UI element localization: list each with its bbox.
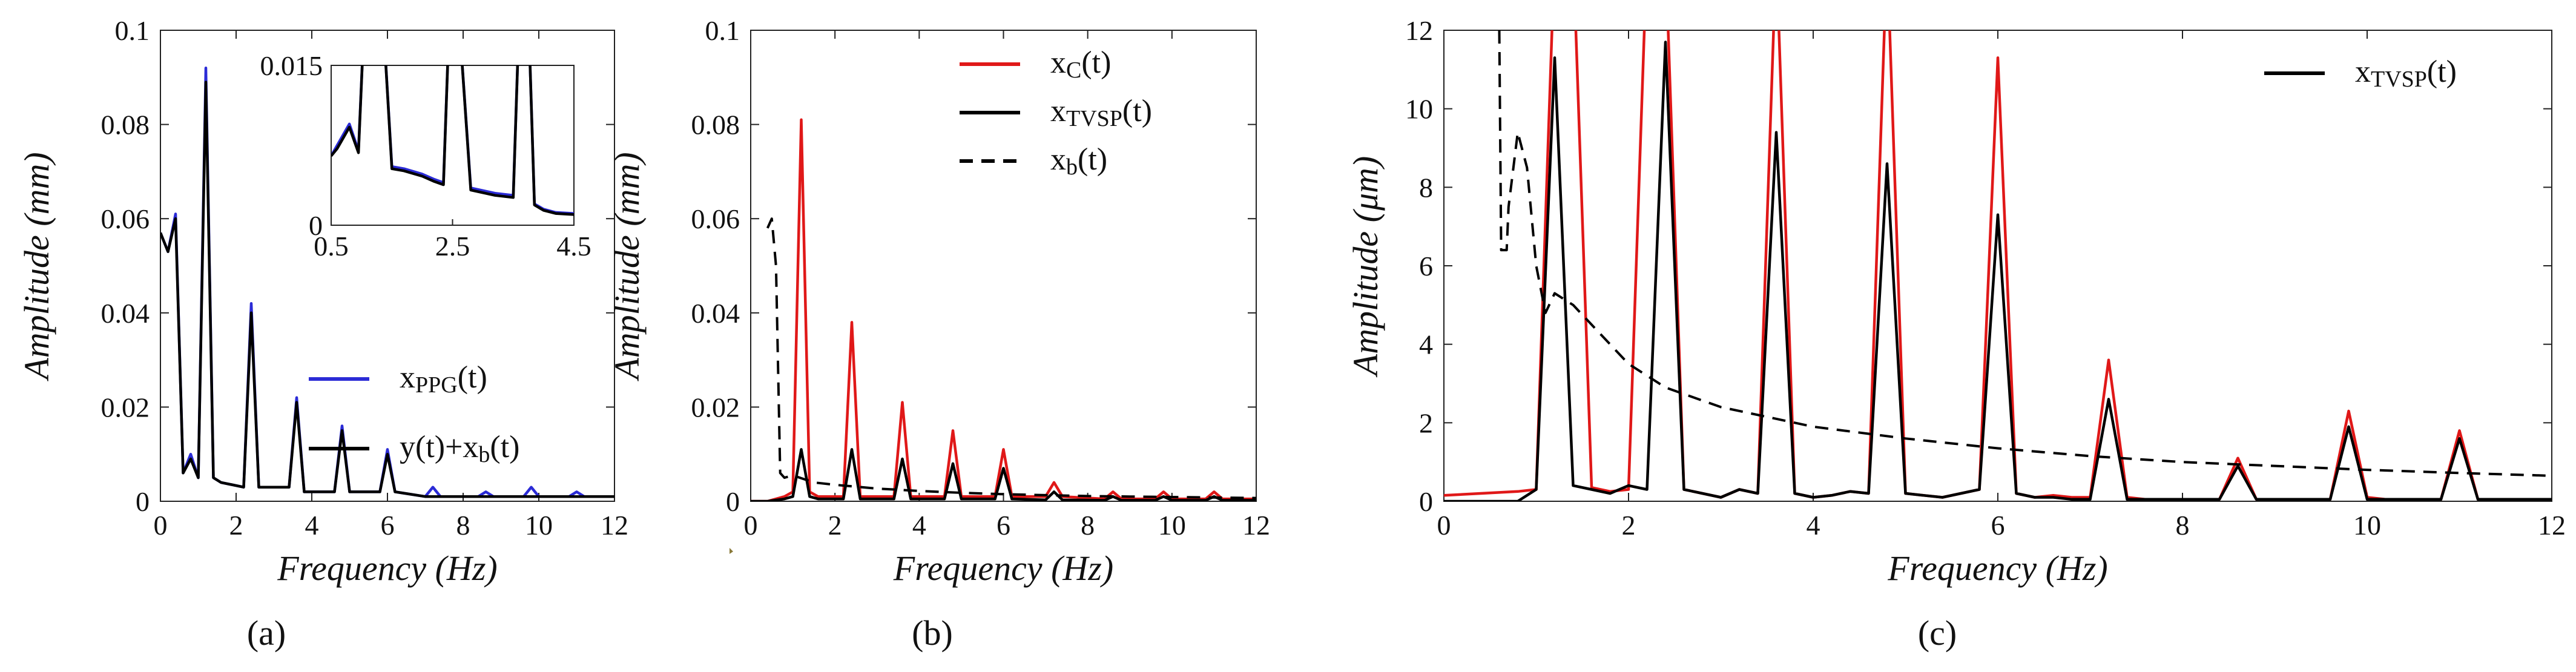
y-tick-label-a-4: 0.08 bbox=[101, 110, 150, 140]
y-tick-label-a-2: 0.04 bbox=[101, 298, 150, 329]
x-tick-label-c-4: 8 bbox=[2176, 510, 2190, 541]
x-tick-label-b-0: 0 bbox=[744, 510, 758, 541]
x-tick-label-a-6: 12 bbox=[601, 510, 628, 541]
x-tick-label-a-3: 6 bbox=[381, 510, 395, 541]
plot-frame-c bbox=[1443, 30, 2552, 502]
inset-x-tick-label-1: 2.5 bbox=[435, 231, 470, 262]
x-tick-label-b-2: 4 bbox=[912, 510, 926, 541]
series-line-c-1 bbox=[1444, 41, 2552, 501]
chart-a: 0 2 4 6 8 10 12 0 0.02 0.04 0.06 0.08 0.1 Frequency (… bbox=[17, 15, 628, 653]
y-axis-label-c: Amplitude (μm) bbox=[1346, 156, 1385, 378]
panel-label-a: (a) bbox=[247, 613, 286, 653]
x-tick-label-a-0: 0 bbox=[154, 510, 168, 541]
series-line-b-0 bbox=[751, 118, 1256, 501]
x-tick-label-c-5: 10 bbox=[2353, 510, 2381, 541]
x-axis-label-a: Frequency (Hz) bbox=[277, 548, 497, 588]
inset-x-tick-label-0: 0.5 bbox=[314, 231, 349, 262]
y-tick-label-b-1: 0.02 bbox=[691, 392, 740, 423]
series-line-b-2 bbox=[766, 217, 1256, 499]
chart-b: 0 2 4 6 8 10 12 0 0.02 0.04 0.06 0.08 0.1 Frequency (… bbox=[607, 15, 1270, 653]
x-tick-label-b-1: 2 bbox=[828, 510, 842, 541]
legend-label-b-1: xTVSP(t) bbox=[1050, 94, 1152, 131]
x-tick-label-b-3: 6 bbox=[996, 510, 1010, 541]
y-tick-label-a-1: 0.02 bbox=[101, 392, 150, 423]
inset-a: 0.5 2.5 4.5 0 0.015 bbox=[260, 50, 591, 262]
y-tick-label-a-5: 0.1 bbox=[115, 15, 150, 46]
x-tick-label-b-4: 8 bbox=[1081, 510, 1095, 541]
series-line-c-2 bbox=[1498, 30, 2552, 477]
x-tick-label-b-6: 12 bbox=[1242, 510, 1270, 541]
y-axis-label-b: Amplitude (mm) bbox=[607, 152, 647, 381]
panel-label-b: (b) bbox=[912, 613, 953, 653]
series-line-a-1 bbox=[160, 81, 614, 498]
x-tick-label-a-4: 8 bbox=[456, 510, 470, 541]
plot-frame-b bbox=[750, 30, 1257, 502]
series-line-b-1 bbox=[751, 448, 1256, 501]
legend-label-b-0: xC(t) bbox=[1050, 45, 1111, 83]
y-tick-label-a-0: 0 bbox=[136, 486, 150, 517]
y-tick-label-c-6: 12 bbox=[1405, 15, 1433, 46]
inset-x-tick-label-2: 4.5 bbox=[556, 231, 591, 262]
x-tick-label-c-2: 4 bbox=[1807, 510, 1820, 541]
x-axis-label-b: Frequency (Hz) bbox=[893, 548, 1113, 588]
y-tick-label-c-0: 0 bbox=[1419, 486, 1433, 517]
legend-label-a-0: xPPG(t) bbox=[400, 360, 487, 398]
x-tick-label-c-3: 6 bbox=[1991, 510, 2005, 541]
x-tick-label-b-5: 10 bbox=[1158, 510, 1186, 541]
inset-y-tick-label-1: 0.015 bbox=[260, 50, 323, 81]
x-axis-label-c: Frequency (Hz) bbox=[1887, 548, 2107, 588]
y-tick-label-c-3: 6 bbox=[1419, 251, 1433, 282]
inset-y-tick-label-0: 0 bbox=[309, 210, 323, 241]
panel-label-c: (c) bbox=[1918, 613, 1957, 653]
series-line-inset-1 bbox=[331, 65, 574, 216]
inset-frame bbox=[331, 65, 575, 226]
stray-mark bbox=[730, 548, 733, 554]
x-tick-label-c-1: 2 bbox=[1622, 510, 1636, 541]
x-tick-label-c-6: 12 bbox=[2538, 510, 2566, 541]
legend-label-c-1: xTVSP(t) bbox=[2355, 54, 2457, 92]
legend-label-b-2: xb(t) bbox=[1050, 142, 1107, 180]
y-tick-label-b-2: 0.04 bbox=[691, 298, 740, 329]
y-tick-label-b-0: 0 bbox=[726, 486, 740, 517]
y-tick-label-a-3: 0.06 bbox=[101, 203, 150, 234]
y-tick-label-c-4: 8 bbox=[1419, 172, 1433, 203]
y-tick-label-b-3: 0.06 bbox=[691, 203, 740, 234]
y-tick-label-b-4: 0.08 bbox=[691, 110, 740, 140]
x-tick-label-a-1: 2 bbox=[229, 510, 243, 541]
y-tick-label-c-2: 4 bbox=[1419, 329, 1433, 360]
y-tick-label-c-1: 2 bbox=[1419, 407, 1433, 438]
y-tick-label-b-5: 0.1 bbox=[705, 15, 740, 46]
y-axis-label-a: Amplitude (mm) bbox=[17, 152, 56, 381]
chart-c: 0 2 4 6 8 10 12 0 2 4 6 8 10 12 Frequency (Hz) Amplitud… bbox=[1346, 15, 2566, 653]
legend-label-a-1: y(t)+xb(t) bbox=[400, 430, 520, 467]
x-tick-label-a-2: 4 bbox=[305, 510, 319, 541]
x-tick-label-c-0: 0 bbox=[1437, 510, 1451, 541]
x-tick-label-a-5: 10 bbox=[525, 510, 553, 541]
y-tick-label-c-5: 10 bbox=[1405, 94, 1433, 125]
